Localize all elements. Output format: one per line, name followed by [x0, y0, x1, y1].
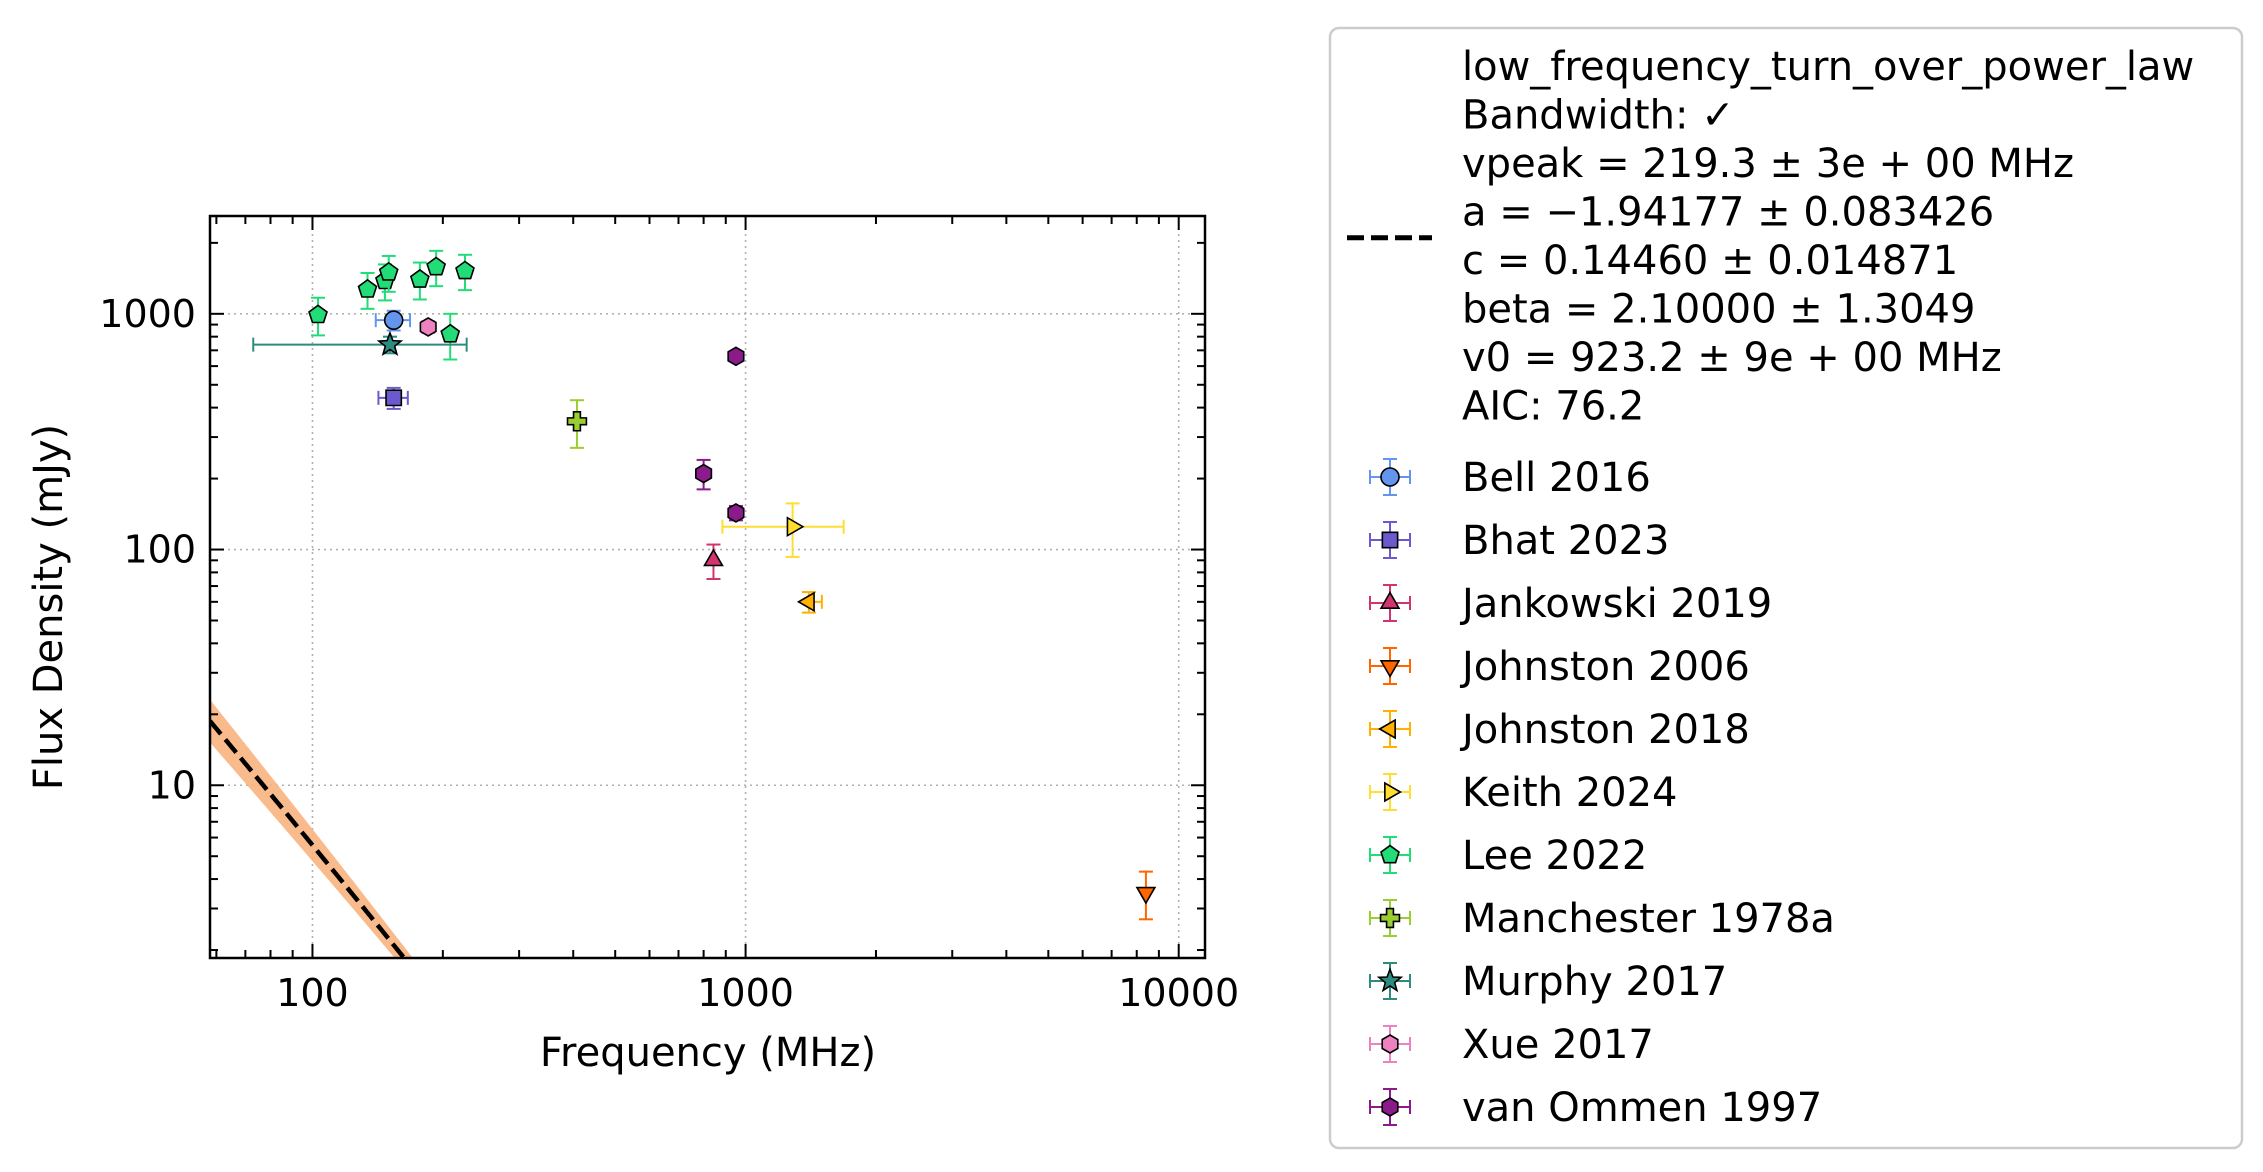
data-point	[378, 261, 399, 281]
data-point	[440, 323, 461, 343]
legend-marker	[1379, 907, 1401, 929]
fit-parameter-text: beta = 2.10000 ± 1.3049	[1462, 287, 1975, 333]
legend-entry: Bell 2016	[1369, 455, 1651, 501]
fit-parameter-text: v0 = 923.2 ± 9e + 00 MHz	[1462, 335, 2002, 381]
series-bhat-2023	[377, 386, 409, 410]
data-point	[566, 411, 588, 432]
data-point	[727, 346, 745, 367]
grid-lines	[210, 216, 1205, 958]
y-tick-label: 10	[148, 763, 196, 807]
legend-label: Lee 2022	[1462, 833, 1647, 879]
legend-entry: Murphy 2017	[1369, 959, 1727, 1005]
data-point	[796, 591, 815, 613]
legend-marker	[1380, 844, 1400, 864]
legend-entry: van Ommen 1997	[1369, 1085, 1822, 1131]
legend-marker	[1381, 1097, 1399, 1117]
x-tick-label: 1000	[697, 971, 794, 1015]
data-point	[1135, 886, 1157, 905]
legend-marker	[1379, 591, 1401, 609]
legend-marker	[1380, 467, 1400, 487]
series-keith-2024	[721, 502, 845, 558]
legend-marker	[1376, 967, 1404, 993]
fit-parameter-text: Bandwidth: ✓	[1462, 93, 1735, 139]
legend-marker	[1381, 1034, 1399, 1054]
data-point	[786, 516, 805, 538]
legend-entry: Jankowski 2019	[1369, 581, 1772, 627]
fit-parameter-text: AIC: 76.2	[1462, 384, 1644, 430]
legend-label: van Ommen 1997	[1462, 1085, 1822, 1131]
y-axis-label: Flux Density (mJy)	[26, 424, 72, 790]
legend-box	[1328, 26, 2244, 1150]
data-point	[409, 268, 430, 288]
data-point	[308, 304, 328, 324]
legend-label: Johnston 2006	[1459, 644, 1750, 690]
x-axis-label: Frequency (MHz)	[540, 1030, 876, 1076]
legend-entry: Lee 2022	[1369, 833, 1647, 879]
legend-entry: Keith 2024	[1369, 770, 1678, 816]
data-point	[455, 260, 475, 280]
fit-band	[210, 699, 413, 958]
series-van-ommen-1997	[695, 346, 745, 523]
series-bell-2016	[374, 309, 412, 332]
legend-label: Xue 2017	[1462, 1022, 1654, 1068]
legend-marker	[1378, 718, 1396, 740]
series-manchester-1978a	[566, 399, 588, 449]
legend-entry: Johnston 2018	[1369, 707, 1750, 753]
x-tick-label: 100	[276, 971, 349, 1015]
series-johnston-2018	[796, 591, 823, 614]
data-point	[703, 548, 724, 567]
series-lee-2022	[308, 249, 475, 361]
data-point	[385, 389, 403, 407]
legend-label: Bhat 2023	[1462, 518, 1670, 564]
data-point	[419, 316, 437, 337]
legend-entry: Johnston 2006	[1369, 644, 1750, 690]
legend-marker	[1381, 531, 1399, 549]
legend-label: Bell 2016	[1462, 455, 1651, 501]
data-point	[376, 330, 404, 356]
axis-ticks: 100 1000 10000 10 100 1000	[99, 216, 1239, 1015]
data-point	[727, 502, 745, 523]
data-point	[426, 256, 447, 276]
data-points	[252, 249, 1157, 921]
legend-marker	[1379, 660, 1401, 678]
x-tick-label: 10000	[1118, 971, 1239, 1015]
legend-label: Keith 2024	[1462, 770, 1678, 816]
y-tick-label: 100	[123, 528, 196, 572]
legend-label: Johnston 2018	[1459, 707, 1750, 753]
legend-label: Jankowski 2019	[1459, 581, 1772, 627]
series-xue-2017	[419, 316, 437, 337]
data-point	[383, 310, 404, 330]
legend-entry: Manchester 1978a	[1369, 896, 1835, 942]
fit-parameter-text: c = 0.14460 ± 0.014871	[1462, 238, 1958, 284]
fit-curve	[210, 719, 408, 958]
plot-border	[208, 214, 1207, 960]
plot-frame	[208, 214, 1207, 960]
legend-label: Manchester 1978a	[1462, 896, 1835, 942]
fit-uncertainty-band	[210, 699, 413, 958]
series-murphy-2017	[252, 330, 468, 356]
legend-marker	[1384, 781, 1402, 803]
y-tick-label: 1000	[99, 292, 196, 336]
fit-curve-layer	[210, 719, 408, 958]
fit-parameter-text: a = −1.94177 ± 0.083426	[1462, 190, 1994, 236]
legend-label: Murphy 2017	[1462, 959, 1727, 1005]
series-jankowski-2019	[703, 543, 724, 580]
series-johnston-2006	[1135, 870, 1157, 921]
fit-parameter-text: vpeak = 219.3 ± 3e + 00 MHz	[1462, 141, 2074, 187]
fit-parameter-text: low_frequency_turn_over_power_law	[1462, 44, 2194, 90]
data-point	[695, 463, 713, 484]
data-point	[357, 278, 378, 298]
legend: low_frequency_turn_over_power_lawBandwid…	[1328, 26, 2244, 1150]
legend-entry: Bhat 2023	[1369, 518, 1670, 564]
legend-entry: Xue 2017	[1369, 1022, 1654, 1068]
